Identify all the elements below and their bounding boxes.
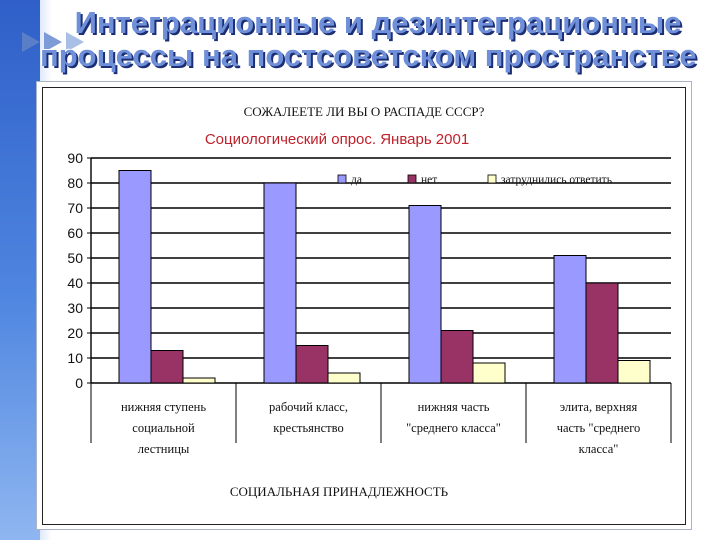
y-tick-label: 40: [67, 275, 83, 291]
chart-area: СОЖАЛЕЕТЕ ЛИ ВЫ О РАСПАДЕ СССР? Социолог…: [42, 87, 686, 525]
legend-label: затруднились ответить: [501, 174, 612, 186]
bar-yes: [263, 182, 297, 384]
y-tick-label: 60: [67, 225, 83, 241]
y-tick-label: 90: [67, 150, 83, 166]
x-category-label: элита, верхняя: [560, 400, 638, 414]
sidebar-decoration: [0, 0, 40, 540]
arrow-icon: [66, 32, 84, 52]
x-category-label: лестницы: [138, 442, 190, 456]
y-tick-label: 0: [75, 375, 83, 391]
chart-subtitle: Социологический опрос. Январь 2001: [205, 131, 469, 148]
legend-label: нет: [421, 174, 437, 186]
x-category-label: "среднего класса": [406, 421, 501, 435]
y-tick-label: 10: [67, 350, 83, 366]
bar-undecided: [472, 362, 506, 384]
bar-undecided: [617, 360, 651, 384]
legend-swatch: [337, 174, 347, 184]
y-tick-label: 50: [67, 250, 83, 266]
legend-label: да: [351, 174, 362, 186]
y-tick-label: 70: [67, 200, 83, 216]
legend-swatch: [407, 174, 417, 184]
bar-yes: [553, 255, 587, 384]
x-category-label: нижняя часть: [418, 400, 490, 414]
x-category-label: рабочий класс,: [269, 400, 348, 414]
y-tick-label: 80: [67, 175, 83, 191]
bar-undecided: [182, 377, 216, 384]
arrow-icon: [44, 32, 62, 52]
y-tick-label: 20: [67, 325, 83, 341]
bar-yes: [118, 170, 152, 384]
chart-frame: СОЖАЛЕЕТЕ ЛИ ВЫ О РАСПАДЕ СССР? Социолог…: [36, 81, 692, 530]
bar-yes: [408, 205, 442, 384]
x-category-label: часть "среднего: [557, 421, 641, 435]
legend: да нет затруднились ответить: [337, 174, 612, 186]
x-category-label: социальной: [132, 421, 195, 435]
x-category-label: класса": [579, 442, 619, 456]
chart-title: СОЖАЛЕЕТЕ ЛИ ВЫ О РАСПАДЕ СССР?: [244, 104, 485, 119]
bar-undecided: [327, 372, 361, 384]
bar-no: [440, 330, 474, 384]
x-axis-label: СОЦИАЛЬНАЯ ПРИНАДЛЕЖНОСТЬ: [230, 484, 449, 499]
slide-title-line2: процессы на постсоветском пространстве: [40, 38, 697, 73]
y-axis: 0 10 20 30 40 50 60 70 80 90: [67, 150, 92, 391]
bars: [90, 170, 672, 443]
slide-title: Интеграционные и дезинтеграционные проце…: [36, 6, 720, 76]
legend-swatch: [487, 174, 497, 184]
x-axis: нижняя ступень социальной лестницы рабочий …: [121, 400, 640, 456]
arrow-icon: [22, 32, 40, 52]
x-category-label: крестьянство: [273, 421, 343, 435]
x-category-label: нижняя ступень: [121, 400, 206, 414]
bar-no: [295, 345, 329, 384]
slide-title-line1: Интеграционные и дезинтеграционные: [74, 6, 682, 40]
bar-no: [585, 282, 619, 384]
arrows-decoration: [22, 32, 84, 52]
bar-no: [150, 350, 184, 384]
bar-chart: СОЖАЛЕЕТЕ ЛИ ВЫ О РАСПАДЕ СССР? Социолог…: [67, 104, 672, 499]
y-tick-label: 30: [67, 300, 83, 316]
